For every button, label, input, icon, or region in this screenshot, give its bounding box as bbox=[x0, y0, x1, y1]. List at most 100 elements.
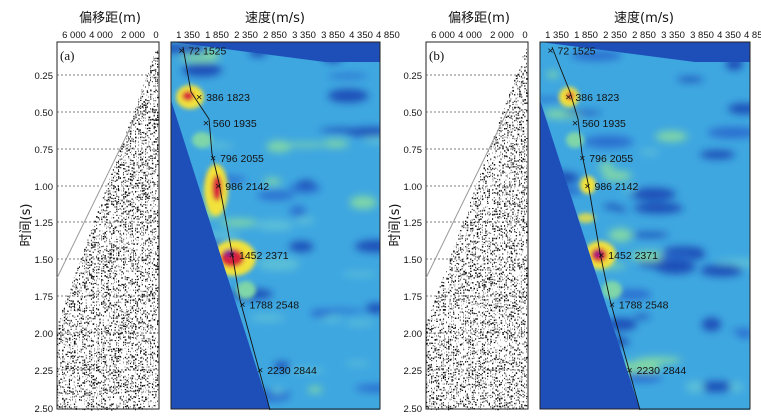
semblance-blob bbox=[327, 73, 369, 79]
velocity-pick-marker: × bbox=[572, 117, 578, 129]
semblance-blob bbox=[364, 134, 380, 144]
velocity-pick-label: 986 2142 bbox=[595, 181, 639, 193]
time-tick: 1.75 bbox=[404, 292, 423, 303]
offset-ticks: 6 000 4 000 2 000 0 bbox=[62, 30, 159, 41]
velocity-ticks: 1 350 1 850 2 350 2 850 3 350 3 850 4 35… bbox=[545, 30, 761, 41]
semblance-blob bbox=[601, 170, 632, 182]
semblance-blob bbox=[633, 314, 651, 320]
velocity-tick: 1 350 bbox=[545, 30, 569, 41]
semblance-blob bbox=[701, 317, 722, 332]
semblance-blob bbox=[608, 228, 633, 242]
gather-traces bbox=[426, 48, 528, 411]
semblance-blob bbox=[366, 303, 380, 314]
panel-b: 偏移距(m) 速度(m/s) 6 000 4 000 2 000 0 1 350… bbox=[388, 10, 761, 415]
semblance-blob bbox=[633, 202, 684, 214]
semblance-blob bbox=[614, 289, 652, 300]
velocity-tick: 3 850 bbox=[321, 30, 345, 41]
velocity-pick-label: 796 2055 bbox=[220, 153, 264, 165]
semblance-blob bbox=[677, 76, 704, 82]
semblance-blob bbox=[546, 71, 559, 78]
velocity-pick-label: 1452 2371 bbox=[608, 250, 658, 262]
semblance-blob bbox=[622, 186, 637, 193]
velocity-picks: × 72 1525 × 386 1823 × 560 1935 × 796 2055 × 986 … bbox=[178, 45, 317, 377]
velocity-pick-marker: × bbox=[609, 299, 615, 311]
velocity-tick: 2 850 bbox=[632, 30, 656, 41]
velocity-pick-marker: × bbox=[203, 117, 209, 129]
semblance-blob bbox=[344, 361, 371, 366]
velocity-tick: 1 850 bbox=[205, 30, 229, 41]
semblance-blob bbox=[707, 126, 750, 139]
semblance-blob bbox=[255, 219, 294, 231]
time-tick: 0.50 bbox=[35, 108, 54, 119]
spectrum-frame bbox=[539, 41, 751, 410]
panel-label: (a) bbox=[60, 48, 74, 63]
gather-frame bbox=[56, 41, 160, 410]
picked-velocity-curve bbox=[182, 46, 271, 411]
velocity-pick-label: 386 1823 bbox=[206, 92, 250, 104]
velocity-tick: 2 850 bbox=[263, 30, 287, 41]
semblance-blob bbox=[629, 251, 670, 262]
offset-axis-title: 偏移距(m) bbox=[79, 11, 141, 26]
time-axis-label: 时间(s) bbox=[388, 204, 403, 247]
panel-a: 偏移距(m) 速度(m/s) 6 000 4 000 2 000 0 1 350… bbox=[19, 10, 400, 415]
velocity-pick-label: 986 2142 bbox=[225, 181, 269, 193]
semblance-blob bbox=[257, 190, 295, 201]
offset-tick: 6 000 bbox=[431, 30, 455, 41]
time-ticks: 0.25 0.50 0.75 1.00 1.25 1.50 1.75 2.00 … bbox=[35, 71, 54, 415]
time-tick: 1.75 bbox=[35, 292, 54, 303]
semblance-blob bbox=[182, 63, 223, 77]
semblance-blob bbox=[249, 314, 285, 322]
semblance-blob bbox=[296, 180, 316, 189]
semblance-blob bbox=[345, 127, 380, 137]
velocity-tick: 3 350 bbox=[661, 30, 685, 41]
picked-velocity-curve bbox=[551, 46, 641, 411]
velocity-pick-label: 560 1935 bbox=[582, 118, 626, 130]
semblance-blob bbox=[598, 162, 614, 172]
velocity-tick: 4 350 bbox=[717, 30, 741, 41]
time-tick: 1.00 bbox=[404, 182, 423, 193]
semblance-blob bbox=[729, 381, 743, 392]
semblance-blob bbox=[354, 384, 380, 393]
velocity-tick: 4 850 bbox=[744, 30, 761, 41]
time-ticks: 0.25 0.50 0.75 1.00 1.25 1.50 1.75 2.00 … bbox=[404, 71, 423, 415]
semblance-blob bbox=[257, 257, 300, 271]
semblance-blob bbox=[204, 47, 218, 59]
semblance-blob bbox=[700, 264, 743, 277]
offset-tick: 2 000 bbox=[490, 30, 514, 41]
semblance-blob bbox=[614, 207, 628, 212]
velocity-tick: 3 350 bbox=[292, 30, 316, 41]
semblance-blob bbox=[655, 130, 688, 142]
velocity-tick: 2 350 bbox=[603, 30, 627, 41]
semblance-blob bbox=[354, 240, 380, 253]
velocity-tick: 3 850 bbox=[690, 30, 714, 41]
semblance-blob bbox=[629, 187, 677, 201]
velocity-pick-label: 2230 2844 bbox=[267, 365, 317, 377]
velocity-pick-marker: × bbox=[257, 365, 263, 377]
semblance-blob bbox=[289, 205, 307, 217]
semblance-blob bbox=[279, 142, 331, 147]
velocity-pick-marker: × bbox=[598, 249, 604, 261]
semblance-blob bbox=[540, 97, 568, 102]
semblance-blob bbox=[289, 241, 314, 253]
semblance-blob bbox=[266, 140, 292, 153]
time-tick: 1.00 bbox=[35, 182, 54, 193]
time-tick: 0.75 bbox=[404, 145, 423, 156]
semblance-blob bbox=[728, 103, 750, 115]
semblance-blob bbox=[662, 246, 705, 255]
semblance-blob bbox=[320, 316, 343, 322]
semblance-blob bbox=[219, 218, 258, 227]
velocity-pick-marker: × bbox=[579, 152, 585, 164]
semblance-blob bbox=[346, 320, 375, 326]
velocity-pick-marker: × bbox=[239, 299, 245, 311]
velocity-pick-label: 1452 2371 bbox=[239, 250, 289, 262]
semblance-blob bbox=[640, 149, 660, 155]
velocity-pick-label: 560 1935 bbox=[213, 118, 257, 130]
offset-axis-title: 偏移距(m) bbox=[448, 11, 510, 26]
velocity-pick-label: 386 1823 bbox=[575, 92, 619, 104]
velocity-pick-marker: × bbox=[565, 92, 571, 104]
semblance-blob bbox=[322, 139, 349, 148]
velocity-pick-marker: × bbox=[584, 180, 590, 192]
semblance-blob bbox=[307, 386, 323, 394]
offset-tick: 6 000 bbox=[62, 30, 86, 41]
